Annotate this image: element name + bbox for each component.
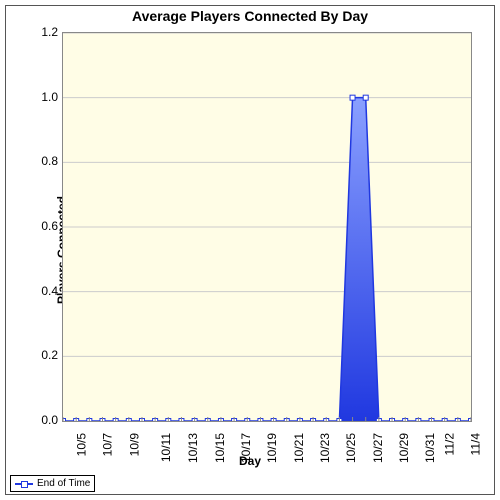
y-tick-label: 0.6 bbox=[30, 219, 58, 233]
x-tick-label: 10/23 bbox=[318, 433, 332, 463]
y-tick-label: 0.4 bbox=[30, 284, 58, 298]
x-tick-label: 11/2 bbox=[442, 433, 456, 455]
x-tick-label: 10/21 bbox=[292, 433, 306, 463]
legend-swatch bbox=[15, 479, 33, 489]
y-tick-label: 0.8 bbox=[30, 154, 58, 168]
x-tick-label: 10/31 bbox=[423, 433, 437, 463]
x-tick-label: 10/25 bbox=[344, 433, 358, 463]
x-tick-label: 10/27 bbox=[371, 433, 385, 463]
x-tick-label: 10/13 bbox=[186, 433, 200, 463]
y-tick-label: 0.2 bbox=[30, 348, 58, 362]
x-tick-label: 10/11 bbox=[159, 433, 173, 462]
x-tick-label: 10/9 bbox=[127, 433, 141, 456]
y-tick-label: 1.2 bbox=[30, 25, 58, 39]
y-tick-label: 1.0 bbox=[30, 90, 58, 104]
x-tick-label: 10/5 bbox=[74, 433, 88, 456]
x-axis-label: Day bbox=[239, 454, 261, 468]
legend: End of Time bbox=[10, 475, 95, 492]
x-tick-label: 10/7 bbox=[101, 433, 115, 456]
chart-svg bbox=[63, 33, 471, 421]
x-tick-label: 10/29 bbox=[397, 433, 411, 463]
chart-container: Average Players Connected By Day Players… bbox=[0, 0, 500, 500]
legend-label: End of Time bbox=[37, 478, 90, 489]
chart-title: Average Players Connected By Day bbox=[0, 8, 500, 24]
y-tick-label: 0.0 bbox=[30, 413, 58, 427]
x-tick-label: 10/19 bbox=[265, 433, 279, 463]
plot-area bbox=[62, 32, 472, 422]
x-tick-label: 10/15 bbox=[213, 433, 227, 463]
x-tick-label: 11/4 bbox=[468, 433, 482, 455]
